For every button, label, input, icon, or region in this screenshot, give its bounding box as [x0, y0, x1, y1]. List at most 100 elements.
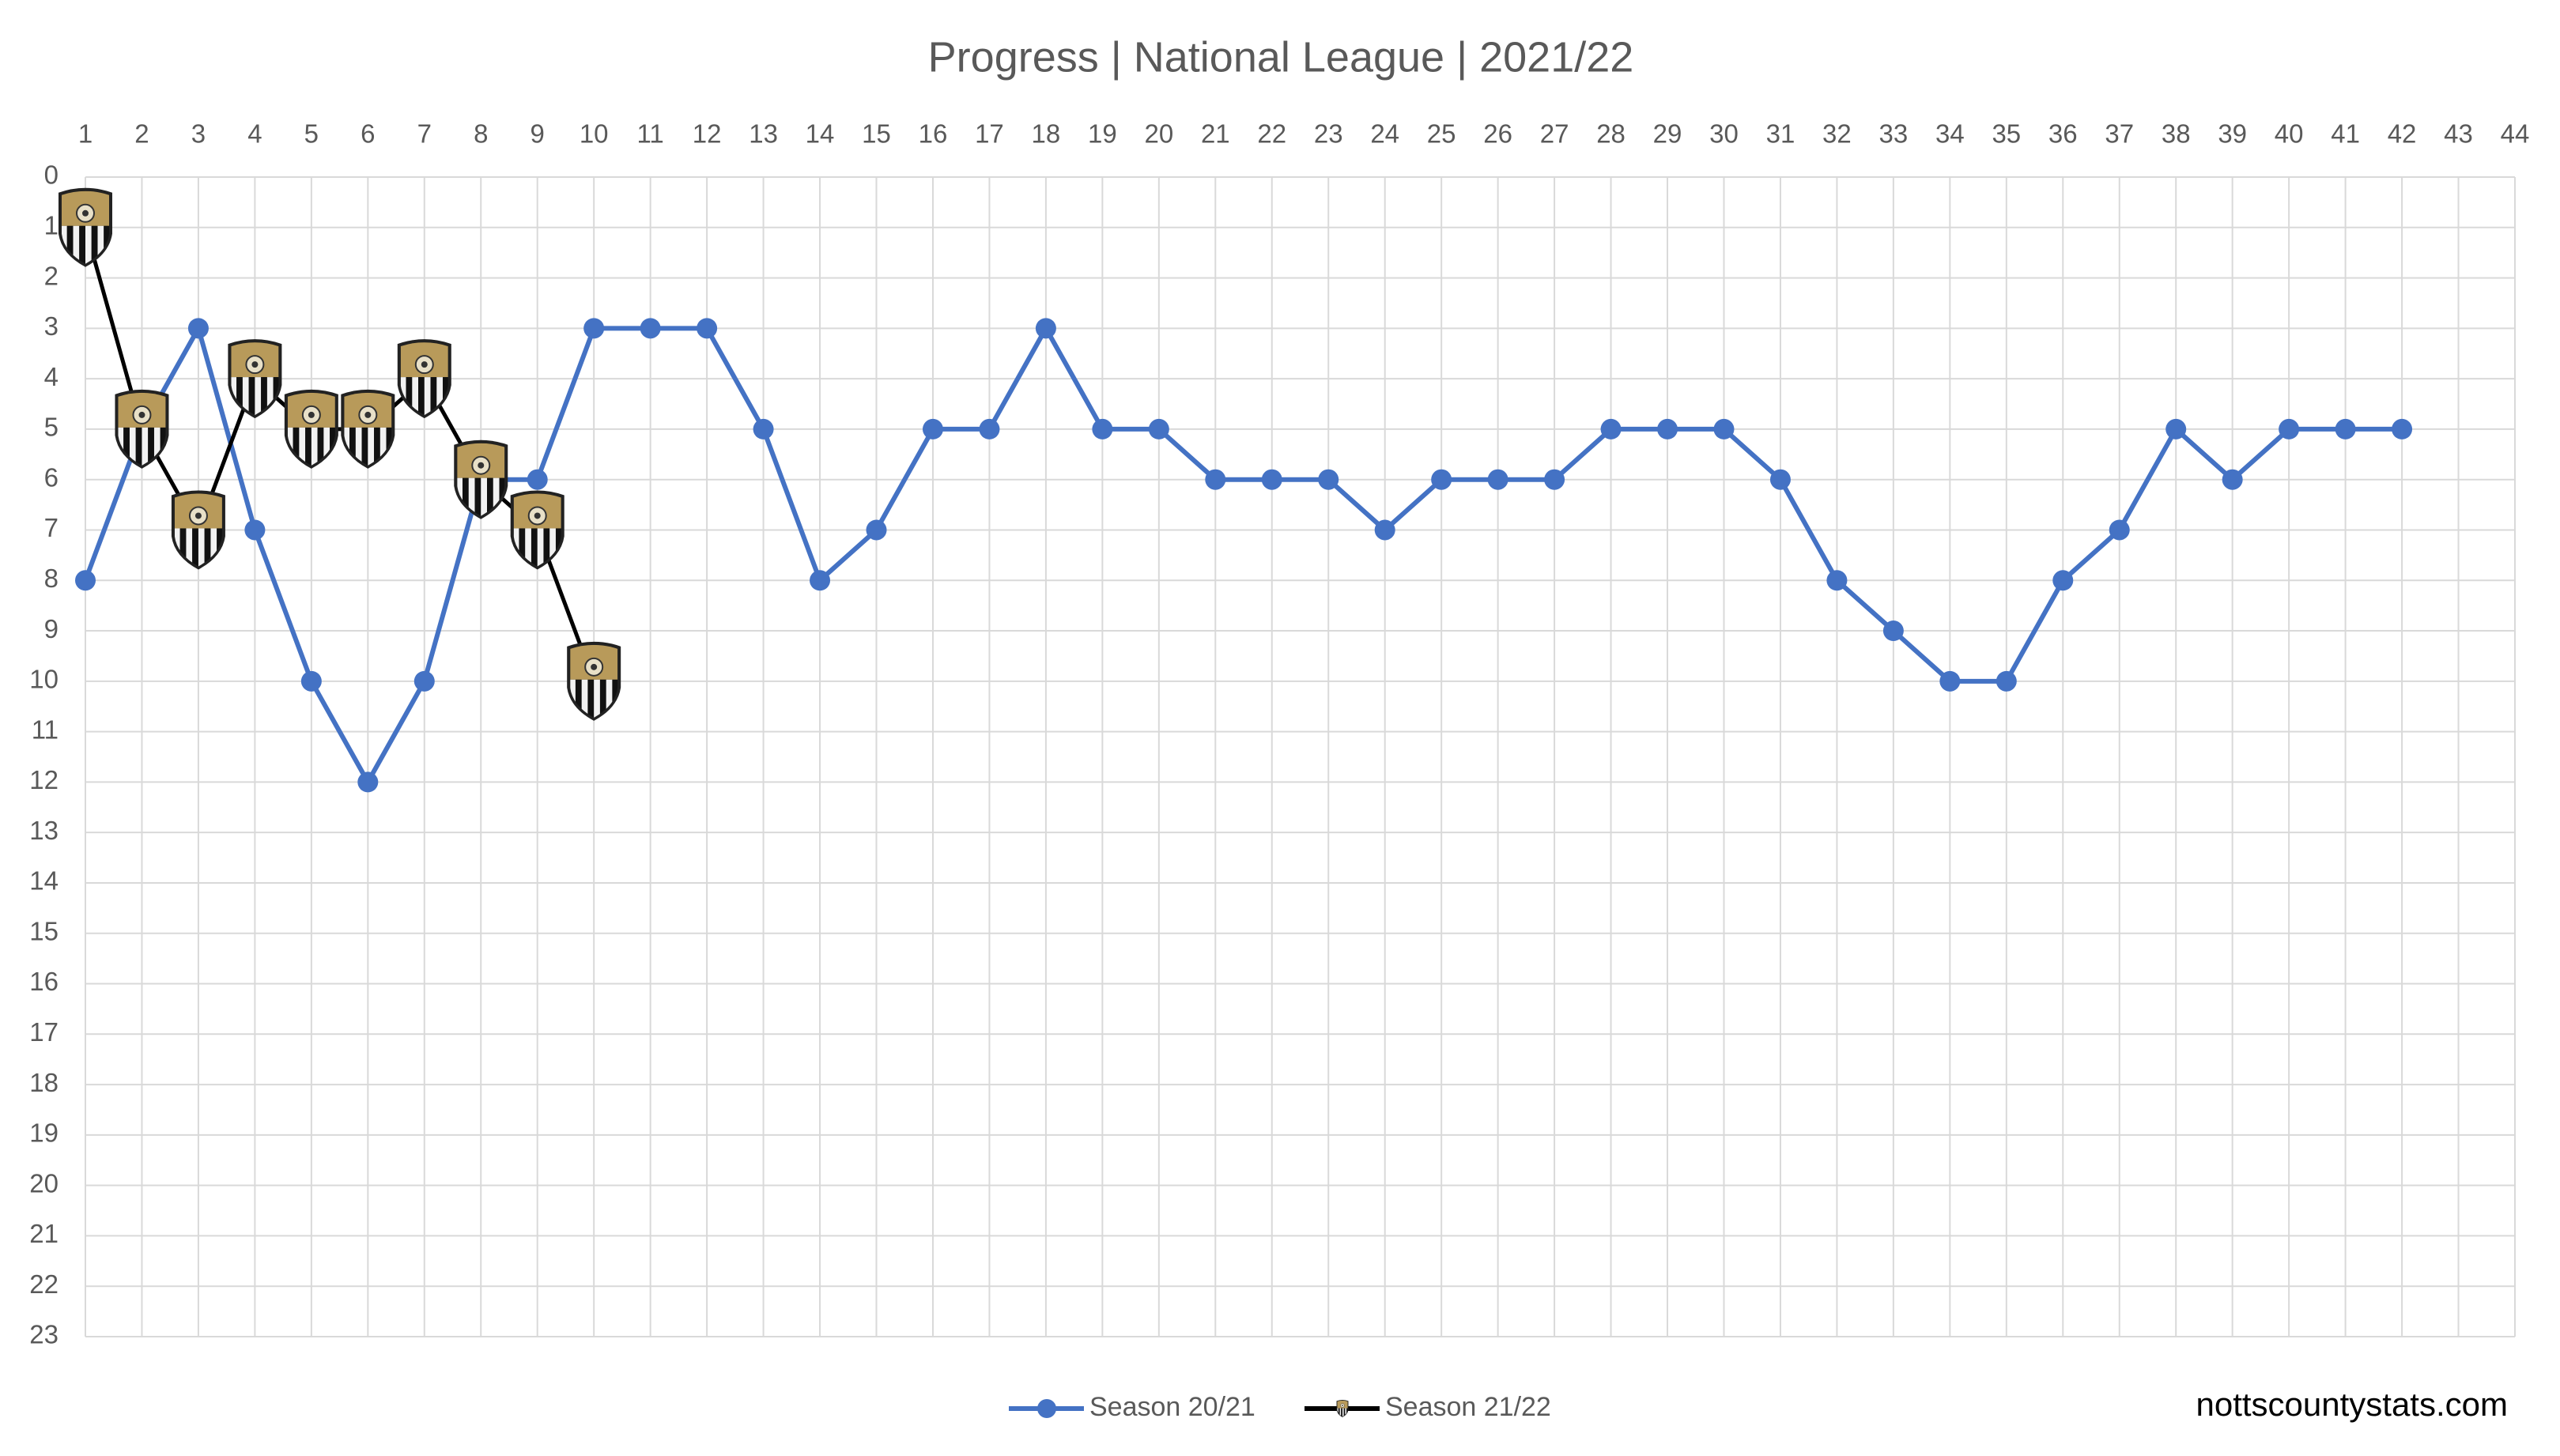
point	[1544, 469, 1565, 490]
x-tick-label: 42	[2388, 119, 2417, 149]
y-tick-label: 5	[44, 413, 59, 442]
point	[1261, 469, 1282, 490]
y-tick-label: 17	[29, 1017, 59, 1047]
x-tick-label: 21	[1201, 119, 1230, 149]
crest-ball-dot	[251, 361, 259, 368]
y-tick-label: 16	[29, 967, 59, 996]
crest-stripe	[210, 528, 217, 567]
crest-stripe	[379, 427, 387, 466]
y-tick-label: 19	[29, 1118, 59, 1148]
crest-marker	[1336, 1400, 1349, 1417]
x-tick-label: 40	[2275, 119, 2304, 149]
crest-ball-dot	[364, 411, 372, 418]
crest-stripe	[374, 427, 380, 466]
y-tick-label: 12	[29, 765, 59, 794]
series	[75, 318, 2413, 793]
crest-stripe	[349, 427, 356, 466]
point	[1996, 670, 2017, 692]
point	[1374, 519, 1395, 541]
crest-stripe	[255, 377, 262, 416]
point	[1939, 670, 1961, 692]
point	[1882, 620, 1904, 642]
crest-stripe	[323, 427, 330, 466]
point	[2165, 418, 2187, 439]
x-tick-label: 35	[1992, 119, 2021, 149]
crest-stripe	[525, 528, 531, 567]
crest-stripe	[198, 528, 205, 567]
y-tick-label: 15	[29, 916, 59, 945]
crest-stripe	[355, 427, 362, 466]
crest-stripe	[129, 427, 136, 466]
x-tick-label: 28	[1596, 119, 1625, 149]
x-tick-label: 17	[975, 119, 1004, 149]
y-tick-label: 1	[44, 211, 59, 240]
crest-stripe	[204, 528, 211, 567]
crest-stripe	[537, 528, 544, 567]
x-tick-label: 10	[580, 119, 609, 149]
crest-stripe	[1343, 1408, 1346, 1417]
y-tick-label: 11	[32, 715, 59, 744]
crest-marker	[115, 389, 169, 469]
point	[187, 318, 209, 339]
crest-ball-dot	[421, 361, 428, 368]
crest-stripe	[468, 477, 475, 516]
crest-stripe	[148, 427, 154, 466]
crest-stripe	[153, 427, 160, 466]
y-tick-label: 4	[44, 362, 59, 391]
crest-stripe	[575, 679, 582, 718]
crest-stripe	[97, 225, 104, 264]
point	[1035, 318, 1056, 339]
crest-stripe	[463, 477, 469, 516]
x-tick-label: 5	[304, 119, 319, 149]
crest-stripe	[549, 528, 556, 567]
crest-stripe	[418, 377, 425, 416]
crest-stripe	[587, 679, 595, 718]
point	[2335, 418, 2356, 439]
crest-ball-dot	[194, 512, 202, 519]
series-line	[83, 227, 596, 682]
point	[2109, 519, 2130, 541]
crest-stripe	[242, 377, 249, 416]
crest-stripe	[317, 427, 324, 466]
crest-marker	[341, 389, 395, 469]
x-tick-label: 19	[1088, 119, 1117, 149]
point	[244, 519, 266, 541]
x-tick-label: 2	[134, 119, 149, 149]
y-tick-label: 20	[29, 1168, 59, 1198]
x-tick-label: 38	[2162, 119, 2191, 149]
crest-marker	[284, 389, 338, 469]
x-tick-label: 9	[531, 119, 545, 149]
source: nottscountystats.com	[2196, 1386, 2508, 1423]
crest-stripe	[305, 427, 312, 466]
x-tick-label: 7	[417, 119, 432, 149]
crest-stripe	[192, 528, 198, 567]
crest-marker	[567, 641, 621, 721]
point	[922, 418, 943, 439]
x-tick-label: 44	[2501, 119, 2530, 149]
y-tick-label: 21	[29, 1219, 59, 1248]
crest-stripe	[236, 377, 243, 416]
crest-stripe	[85, 225, 92, 264]
crest-stripe	[361, 427, 368, 466]
x-tick-label: 39	[2218, 119, 2247, 149]
x-tick-label: 12	[693, 119, 722, 149]
x-tick-label: 24	[1370, 119, 1399, 149]
x-tick-label: 43	[2444, 119, 2473, 149]
crest-stripe	[1345, 1408, 1347, 1417]
y-tick-label: 8	[44, 564, 59, 593]
crest-stripe	[91, 225, 98, 264]
point	[697, 318, 718, 339]
point	[527, 469, 548, 490]
crest-ball-dot	[591, 663, 598, 670]
crest-stripe	[186, 528, 193, 567]
crest-ball-dot	[308, 411, 315, 418]
x-tick-label: 34	[1935, 119, 1965, 149]
x-tick-label: 1	[78, 119, 93, 149]
y-tick-label: 23	[29, 1320, 59, 1349]
y-tick-label: 18	[29, 1068, 59, 1097]
point	[1205, 469, 1226, 490]
point	[866, 519, 887, 541]
crest-stripe	[299, 427, 306, 466]
series-line	[83, 326, 2403, 785]
